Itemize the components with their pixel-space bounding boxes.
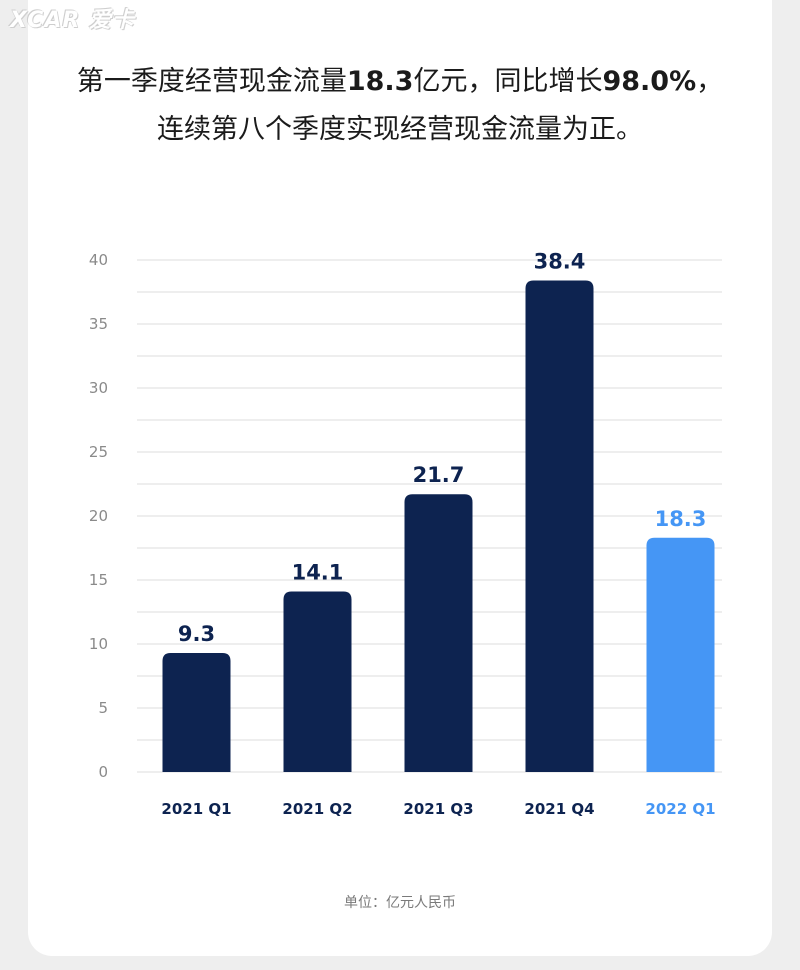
y-tick-label: 15 <box>89 571 108 589</box>
watermark-logo: XCAR 爱卡 <box>10 8 135 33</box>
data-labels: 9.3 14.1 21.7 38.4 18.3 <box>178 249 707 645</box>
headline-comma: ， <box>696 66 724 97</box>
y-tick-label: 10 <box>89 635 108 653</box>
y-tick-label: 5 <box>98 699 108 717</box>
x-tick-label: 2021 Q3 <box>403 800 473 818</box>
data-label: 18.3 <box>655 507 707 531</box>
headline-text-2: 亿元，同比增长 <box>413 66 603 97</box>
chart-card <box>28 0 772 956</box>
x-tick-label: 2021 Q4 <box>524 800 594 818</box>
y-tick-label: 0 <box>98 763 108 781</box>
headline-text-1: 第一季度经营现金流量 <box>76 66 347 97</box>
headline-amount: 18.3 <box>346 66 414 97</box>
bar-2022-q1 <box>646 537 715 772</box>
headline-line-2: 连续第八个季度实现经营现金流量为正。 <box>157 114 643 145</box>
data-label: 14.1 <box>292 561 344 585</box>
y-tick-label: 30 <box>89 379 108 397</box>
x-axis-ticks: 2021 Q1 2021 Q2 2021 Q3 2021 Q4 2022 Q1 <box>161 800 715 818</box>
x-tick-label: 2022 Q1 <box>645 800 715 818</box>
y-tick-label: 35 <box>89 315 108 333</box>
y-tick-label: 40 <box>89 251 108 269</box>
headline-growth: 98.0% <box>602 66 697 97</box>
data-label: 38.4 <box>534 249 586 273</box>
bar-2021-q4 <box>525 280 594 772</box>
y-tick-label: 25 <box>89 443 108 461</box>
unit-label: 单位：亿元人民币 <box>344 895 456 911</box>
data-label: 21.7 <box>413 463 465 487</box>
data-label: 9.3 <box>178 622 215 646</box>
bars <box>162 280 715 772</box>
bar-2021-q1 <box>162 652 231 772</box>
headline: 第一季度经营现金流量18.3亿元，同比增长98.0%， 连续第八个季度实现经营现… <box>0 58 800 154</box>
bar-2021-q3 <box>404 494 473 772</box>
y-tick-label: 20 <box>89 507 108 525</box>
x-tick-label: 2021 Q1 <box>161 800 231 818</box>
bar-2021-q2 <box>283 591 352 772</box>
headline-line-1: 第一季度经营现金流量18.3亿元，同比增长98.0%， <box>0 58 800 106</box>
x-tick-label: 2021 Q2 <box>282 800 352 818</box>
y-axis-ticks: 0 5 10 15 20 25 30 35 40 <box>89 251 108 781</box>
